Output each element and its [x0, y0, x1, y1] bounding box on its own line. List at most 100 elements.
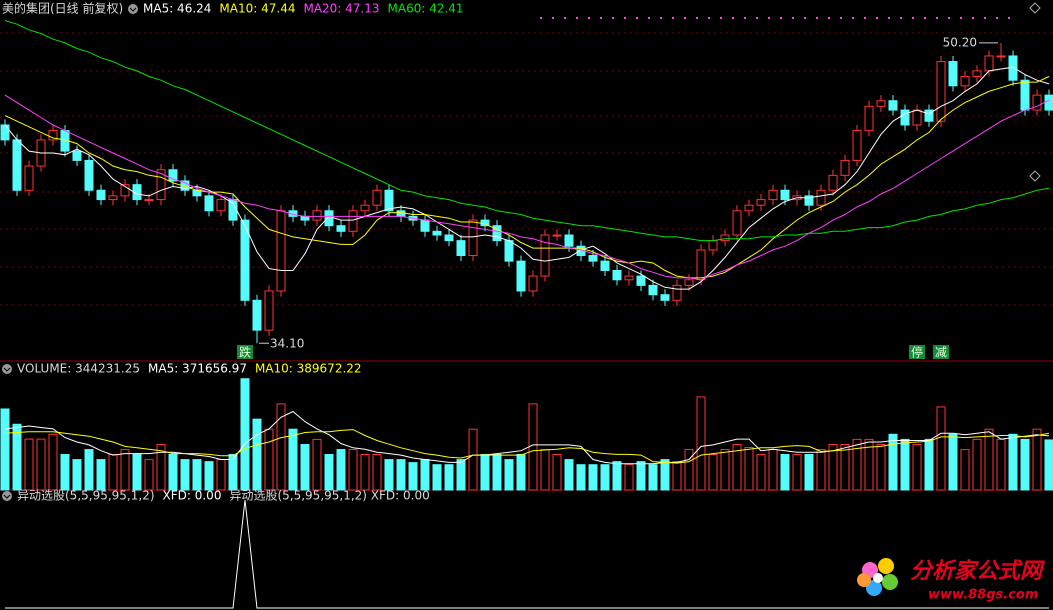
max-label: 50.20: [943, 35, 977, 49]
candle-body: [756, 199, 766, 206]
volume-bar: [516, 454, 526, 491]
candle-body: [204, 195, 214, 212]
volume-bar: [756, 454, 766, 491]
candle-body: [360, 204, 370, 212]
volume-bar: [552, 454, 562, 491]
volume-bar: [84, 449, 94, 491]
volume-bar: [780, 454, 790, 491]
volume-bar: [72, 459, 82, 491]
volume-bar: [840, 443, 850, 491]
volume-bar: [456, 459, 466, 491]
diamond-icon: [1029, 170, 1041, 182]
candle-body: [540, 234, 550, 277]
candle-body: [804, 195, 814, 206]
series-line: [4, 94, 1050, 281]
volume-bar: [696, 396, 706, 491]
volume-bar: [612, 461, 622, 491]
volume-bar: [480, 454, 490, 491]
candle-body: [24, 165, 34, 191]
volume-bar: [60, 454, 70, 491]
header-label: MA10: 47.44: [219, 2, 295, 16]
volume-bar: [672, 461, 682, 491]
candle-body: [48, 130, 58, 141]
candle-body: [780, 189, 790, 201]
candle-body: [264, 290, 274, 331]
series-line: [4, 20, 1050, 242]
candle-body: [216, 199, 226, 212]
header-icon: [128, 4, 138, 14]
candle-body: [732, 210, 742, 236]
header-label: 异动选股(5,5,95,95,1,2): [17, 489, 155, 503]
volume-bar: [924, 438, 934, 491]
candle-body: [0, 124, 10, 141]
volume-bar: [540, 449, 550, 491]
candle-body: [1044, 94, 1053, 111]
candle-body: [120, 184, 130, 197]
volume-bar: [792, 454, 802, 491]
volume-bar: [636, 461, 646, 491]
volume-bar: [864, 438, 874, 491]
candle-body: [516, 260, 526, 292]
volume-bar: [36, 438, 46, 491]
min-label: 34.10: [270, 337, 304, 351]
header-label: VOLUME: 344231.25: [17, 362, 140, 376]
candle-body: [276, 210, 286, 292]
volume-bar: [0, 408, 10, 491]
candle-body: [468, 219, 478, 257]
candle-body: [948, 61, 958, 87]
volume-bar: [768, 449, 778, 491]
candle-body: [456, 240, 466, 257]
volume-bar: [648, 464, 658, 491]
series-line: [4, 66, 1050, 290]
candle-body: [108, 195, 118, 201]
volume-bar: [492, 454, 502, 491]
volume-bar: [156, 443, 166, 491]
candle-body: [348, 210, 358, 232]
volume-bar: [252, 418, 262, 491]
candle-body: [744, 204, 754, 212]
volume-bar: [372, 454, 382, 491]
volume-bar: [408, 462, 418, 491]
candle-body: [396, 210, 406, 217]
volume-bar: [360, 454, 370, 491]
header-label: MA20: 47.13: [303, 2, 379, 16]
signal-label: 跌: [239, 345, 251, 360]
candle-body: [96, 189, 106, 201]
candle-body: [708, 240, 718, 251]
candle-body: [84, 159, 94, 191]
series-line: [4, 410, 1050, 465]
series-line: [5, 499, 1049, 609]
candle-body: [912, 109, 922, 126]
candle-body: [696, 249, 706, 281]
volume-bar: [288, 428, 298, 491]
candle-body: [444, 234, 454, 242]
series-line: [4, 76, 1050, 279]
volume-bar: [384, 459, 394, 491]
candle-body: [252, 299, 262, 331]
candle-body: [624, 275, 634, 281]
candle-body: [528, 275, 538, 292]
signal-box: [237, 345, 253, 359]
candles: [0, 42, 1053, 344]
volume-bar: [504, 459, 514, 491]
volume-bar: [852, 438, 862, 491]
candle-body: [1020, 79, 1030, 111]
candle-body: [672, 284, 682, 301]
volume-bar: [996, 438, 1006, 491]
candle-body: [684, 279, 694, 286]
candle-body: [336, 225, 346, 232]
candle-body: [612, 269, 622, 281]
candle-body: [312, 210, 322, 221]
candle-body: [972, 70, 982, 77]
volume-bar: [228, 454, 238, 491]
candle-body: [924, 109, 934, 122]
candle-body: [1032, 94, 1042, 111]
candle-body: [72, 150, 82, 161]
volume-bar: [1044, 439, 1053, 491]
candle-body: [564, 234, 574, 247]
volume-bar: [444, 464, 454, 491]
volume-bar: [192, 459, 202, 491]
candle-body: [660, 294, 670, 301]
candle-body: [816, 189, 826, 206]
volume-bar: [132, 454, 142, 491]
